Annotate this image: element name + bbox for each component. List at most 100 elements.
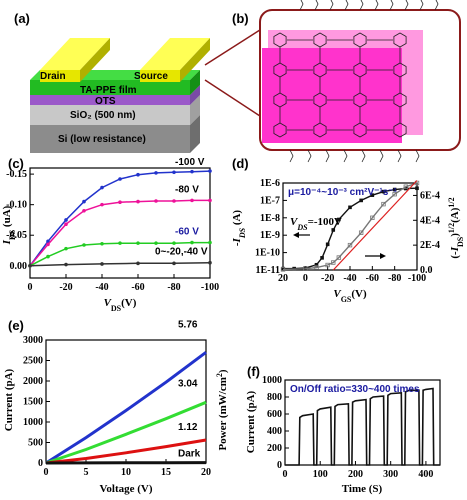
y-tick-label: 1E-9 xyxy=(260,230,280,241)
data-point xyxy=(314,262,319,267)
panel-e-letter: (e) xyxy=(8,318,24,333)
panel-d-ylabel-right: (-IDS)1/2(A)1/2 xyxy=(447,197,465,258)
panel-e-xlabel: Voltage (V) xyxy=(99,483,152,495)
panel-b-letter: (b) xyxy=(232,11,249,26)
data-point xyxy=(190,198,194,203)
alkyl-chain xyxy=(379,149,384,163)
panel-f-photoresponse: (f) 0 100 200 300 400 0 200 400 600 800 1000 On/O… xyxy=(245,364,441,495)
alkyl-chain xyxy=(343,149,348,163)
callout-line-bottom xyxy=(204,79,264,119)
x-tick-label: -20 xyxy=(59,282,72,293)
data-point xyxy=(136,241,140,245)
data-point xyxy=(208,260,212,265)
series-label: Dark xyxy=(178,449,201,460)
x-tick-label: 5 xyxy=(84,467,89,478)
drain-side xyxy=(80,38,110,82)
x-tick-label: -100 xyxy=(408,273,426,284)
alkyl-chain xyxy=(374,0,379,11)
data-point xyxy=(208,169,212,173)
panel-d-yticks-right: 0.0 2E-4 4E-4 6E-4 xyxy=(413,190,440,276)
panel-f-xlabel: Time (S) xyxy=(342,483,383,495)
data-point xyxy=(381,189,386,194)
panel-e-yticks: 0 500 1000 1500 2000 2500 3000 xyxy=(23,335,50,469)
ots-label: OTS xyxy=(95,96,116,107)
panel-f-xticks: 0 100 200 300 400 xyxy=(283,461,433,480)
film-side xyxy=(190,70,200,95)
panel-e-iv-curves: (e) 0 5 10 15 20 0 500 1000 1500 2000 2500 3000 5.… xyxy=(3,318,229,495)
data-point xyxy=(370,215,375,220)
x-tick-label: 0 xyxy=(28,282,33,293)
series-label: 1.12 xyxy=(178,422,198,433)
x-tick-label: 200 xyxy=(348,469,363,480)
series-line xyxy=(45,351,207,465)
y-tick-label: 1000 xyxy=(23,417,43,428)
panel-c-xticks: 0 -20 -40 -60 -80 -100 xyxy=(28,274,219,293)
x-tick-label: -60 xyxy=(366,273,379,284)
data-point xyxy=(303,266,308,271)
x-tick-label: 100 xyxy=(313,469,328,480)
data-point xyxy=(100,202,104,207)
film-label: TA-PPE film xyxy=(80,85,137,96)
x-tick-label: -60 xyxy=(131,282,144,293)
panel-c-frame xyxy=(29,167,211,279)
series-line xyxy=(332,180,418,271)
benzene-ring xyxy=(273,122,287,138)
series-line xyxy=(285,387,440,466)
data-point xyxy=(154,199,158,203)
panel-d-ylabel-left: -IDS (A) xyxy=(231,210,247,247)
panel-c-ylabel: IDS (uA) xyxy=(1,205,17,245)
y-tick-label-right: 2E-4 xyxy=(420,240,440,251)
panel-d-letter: (d) xyxy=(232,156,249,171)
y-tick-label: 200 xyxy=(267,443,282,454)
panel-f-letter: (f) xyxy=(247,364,260,379)
data-point xyxy=(381,201,386,207)
y-tick-label-right: 4E-4 xyxy=(420,215,440,226)
data-point xyxy=(154,241,158,245)
data-point xyxy=(190,240,194,245)
data-point xyxy=(154,171,158,175)
data-point xyxy=(82,199,86,204)
data-point xyxy=(347,242,353,248)
data-point xyxy=(415,186,419,191)
y-tick-label: 0 xyxy=(277,460,282,471)
data-point xyxy=(331,228,336,232)
panel-f-ratio: On/Off ratio=330~400 times xyxy=(290,384,420,395)
drain-label: Drain xyxy=(40,71,66,82)
ots-layer xyxy=(30,95,190,105)
panel-a-letter: (a) xyxy=(14,11,30,26)
callout-line-top xyxy=(204,27,264,66)
x-tick-label: -100 xyxy=(201,282,219,293)
x-tick-label: 0 xyxy=(283,469,288,480)
panel-d-mobility: μ=10⁻⁴~10⁻³ cm²V⁻¹s⁻¹ xyxy=(288,187,398,198)
alkyl-chain xyxy=(415,149,420,163)
data-point xyxy=(359,198,363,203)
data-point xyxy=(118,200,122,205)
data-point xyxy=(46,254,50,259)
alkyl-chain xyxy=(329,0,334,11)
panel-d-transfer-curves: (d) 20 0 -20 -40 -60 -80 -100 1E-111E-101E-91E… xyxy=(231,156,465,304)
data-point xyxy=(28,263,32,268)
panel-d-xlabel: VGS(V) xyxy=(333,288,367,304)
series-label: -80 V xyxy=(175,184,199,195)
y-tick-label: 1E-11 xyxy=(256,265,280,276)
data-point xyxy=(392,191,397,197)
data-point xyxy=(392,187,397,192)
x-tick-label: 0 xyxy=(303,273,308,284)
data-point xyxy=(281,266,285,271)
sio2-layer xyxy=(30,105,190,125)
data-point xyxy=(64,262,68,267)
y-tick-label-right: 6E-4 xyxy=(420,190,440,201)
y-tick-label: 3000 xyxy=(23,335,43,346)
data-point xyxy=(46,242,50,247)
data-point xyxy=(172,261,176,266)
drain-front xyxy=(40,70,80,82)
data-point xyxy=(136,172,140,177)
data-point xyxy=(64,246,68,251)
data-point xyxy=(358,230,364,235)
arrow-left-head xyxy=(293,232,299,238)
y-tick-label: 1500 xyxy=(23,397,43,408)
series-label: 3.04 xyxy=(178,378,198,389)
alkyl-chain xyxy=(359,0,364,11)
alkyl-chain xyxy=(307,149,312,163)
x-tick-label: -40 xyxy=(95,282,108,293)
